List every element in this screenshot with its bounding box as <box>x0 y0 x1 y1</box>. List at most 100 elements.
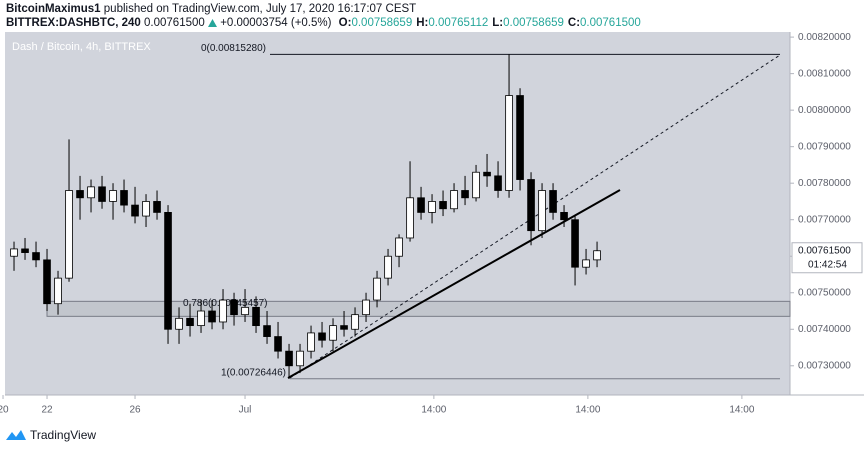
y-tick-label: 0.00810000 <box>798 68 851 79</box>
candle-body <box>208 310 216 323</box>
symbol: BITTREX:DASHBTC, 240 <box>6 17 141 29</box>
candle-body <box>98 186 106 202</box>
trend-line <box>287 189 621 379</box>
candle-body <box>351 314 359 330</box>
candle-body <box>318 332 326 341</box>
x-tick-label: 14:00 <box>729 405 754 416</box>
candle-body <box>472 171 480 199</box>
candle-body <box>274 336 282 352</box>
x-tick-label: 14:00 <box>421 405 446 416</box>
candle-body <box>362 299 370 316</box>
candle-body <box>527 179 535 232</box>
candle-body <box>109 190 117 202</box>
plot-area <box>5 32 790 395</box>
ohlc-value: 0.00758659 <box>351 17 413 29</box>
candle-body <box>406 197 414 239</box>
candle-body <box>582 259 590 268</box>
candle-body <box>505 95 513 191</box>
candle-body <box>21 248 29 253</box>
y-tick-label: 0.00770000 <box>798 214 851 225</box>
candle-body <box>197 310 205 327</box>
candle-body <box>417 197 425 213</box>
x-tick-label: 26 <box>129 405 141 416</box>
fib-trend-line <box>289 54 781 379</box>
ohlc-value: 0.00758659 <box>503 17 564 29</box>
candle-body <box>296 350 304 367</box>
candle-body <box>43 259 51 305</box>
candle-body <box>538 190 546 232</box>
candle-body <box>142 201 150 217</box>
candle-body <box>120 190 128 206</box>
candle-body <box>54 277 62 305</box>
candle-body <box>76 190 84 199</box>
candle-body <box>307 332 315 352</box>
candle-body <box>285 350 293 367</box>
candle-body <box>395 237 403 257</box>
candle-body <box>10 248 18 257</box>
ohlc-value: 0.00765112 <box>428 17 489 29</box>
up-arrow <box>208 18 217 27</box>
candle-body <box>461 190 469 199</box>
ohlc-label: L: <box>492 17 504 29</box>
ohlc-label: O: <box>338 17 352 29</box>
candle-body <box>494 175 502 191</box>
candle-body <box>549 190 557 213</box>
ohlc-value: 0.00761500 <box>580 17 641 29</box>
candle-body <box>593 250 601 261</box>
candle-body <box>439 201 447 210</box>
fib-label: 1(0.00726446) <box>221 367 286 378</box>
candle-body <box>186 317 194 327</box>
ohlc-label: H: <box>416 17 429 29</box>
footer: TradingView <box>6 428 96 442</box>
candle-body <box>65 190 73 279</box>
author: BitcoinMaximus1 <box>6 3 101 15</box>
chart-title: Dash / Bitcoin, 4h, BITTREX <box>12 41 151 53</box>
candle-body <box>32 252 40 261</box>
price: 0.00761500 <box>144 17 205 29</box>
candle-body <box>219 299 227 323</box>
y-tick-label: 0.00820000 <box>798 32 851 43</box>
candle-body <box>230 299 238 316</box>
candle-body <box>373 277 381 301</box>
y-tick-label: 0.00780000 <box>798 178 851 189</box>
last-price-box <box>791 242 863 274</box>
candle-body <box>263 325 271 337</box>
candle-body <box>241 306 249 316</box>
candle-body <box>571 219 579 268</box>
candle-body <box>560 212 568 221</box>
ohlc-label: C: <box>567 17 581 29</box>
fib-label: 0(0.00815280) <box>201 43 266 54</box>
candle-body <box>384 255 392 279</box>
y-tick-label: 0.00730000 <box>798 360 851 371</box>
candle-body <box>175 317 183 330</box>
x-tick-label: 20 <box>0 405 9 416</box>
x-tick-label: 22 <box>41 405 53 416</box>
change: +0.00003754 (+0.5%) <box>220 17 332 29</box>
candle-body <box>153 201 161 213</box>
candle-body <box>516 95 524 180</box>
candle-body <box>428 201 436 213</box>
published: published on TradingView.com, July 17, 2… <box>103 3 417 15</box>
header-line: BITTREX:DASHBTC, 240 0.00761500 +0.00003… <box>6 17 641 29</box>
chart: Dash / Bitcoin, 4h, BITTREX 0.00730000 0.… <box>0 32 864 416</box>
x-tick-label: 14:00 <box>575 405 600 416</box>
candle-body <box>483 171 491 177</box>
y-tick-label: 0.00740000 <box>798 324 851 335</box>
x-tick-label: Jul <box>239 405 252 416</box>
countdown: 01:42:54 <box>808 259 847 270</box>
candle-body <box>252 306 260 327</box>
y-tick-label: 0.00750000 <box>798 287 851 298</box>
candle-body <box>340 325 348 330</box>
y-tick-label: 0.00790000 <box>798 141 851 152</box>
logo <box>6 430 26 440</box>
candle-body <box>164 212 172 330</box>
last-price-label: 0.00761500 <box>798 245 851 256</box>
candle-body <box>450 190 458 210</box>
y-tick-label: 0.00800000 <box>798 105 851 116</box>
candle-body <box>87 186 95 199</box>
header-line: BitcoinMaximus1 published on TradingView… <box>6 3 416 15</box>
candle-body <box>131 204 139 217</box>
ohlc: O:0.00758659 H:0.00765112 L:0.00758659 C:0.… <box>335 17 641 29</box>
brand: TradingView <box>30 428 97 442</box>
